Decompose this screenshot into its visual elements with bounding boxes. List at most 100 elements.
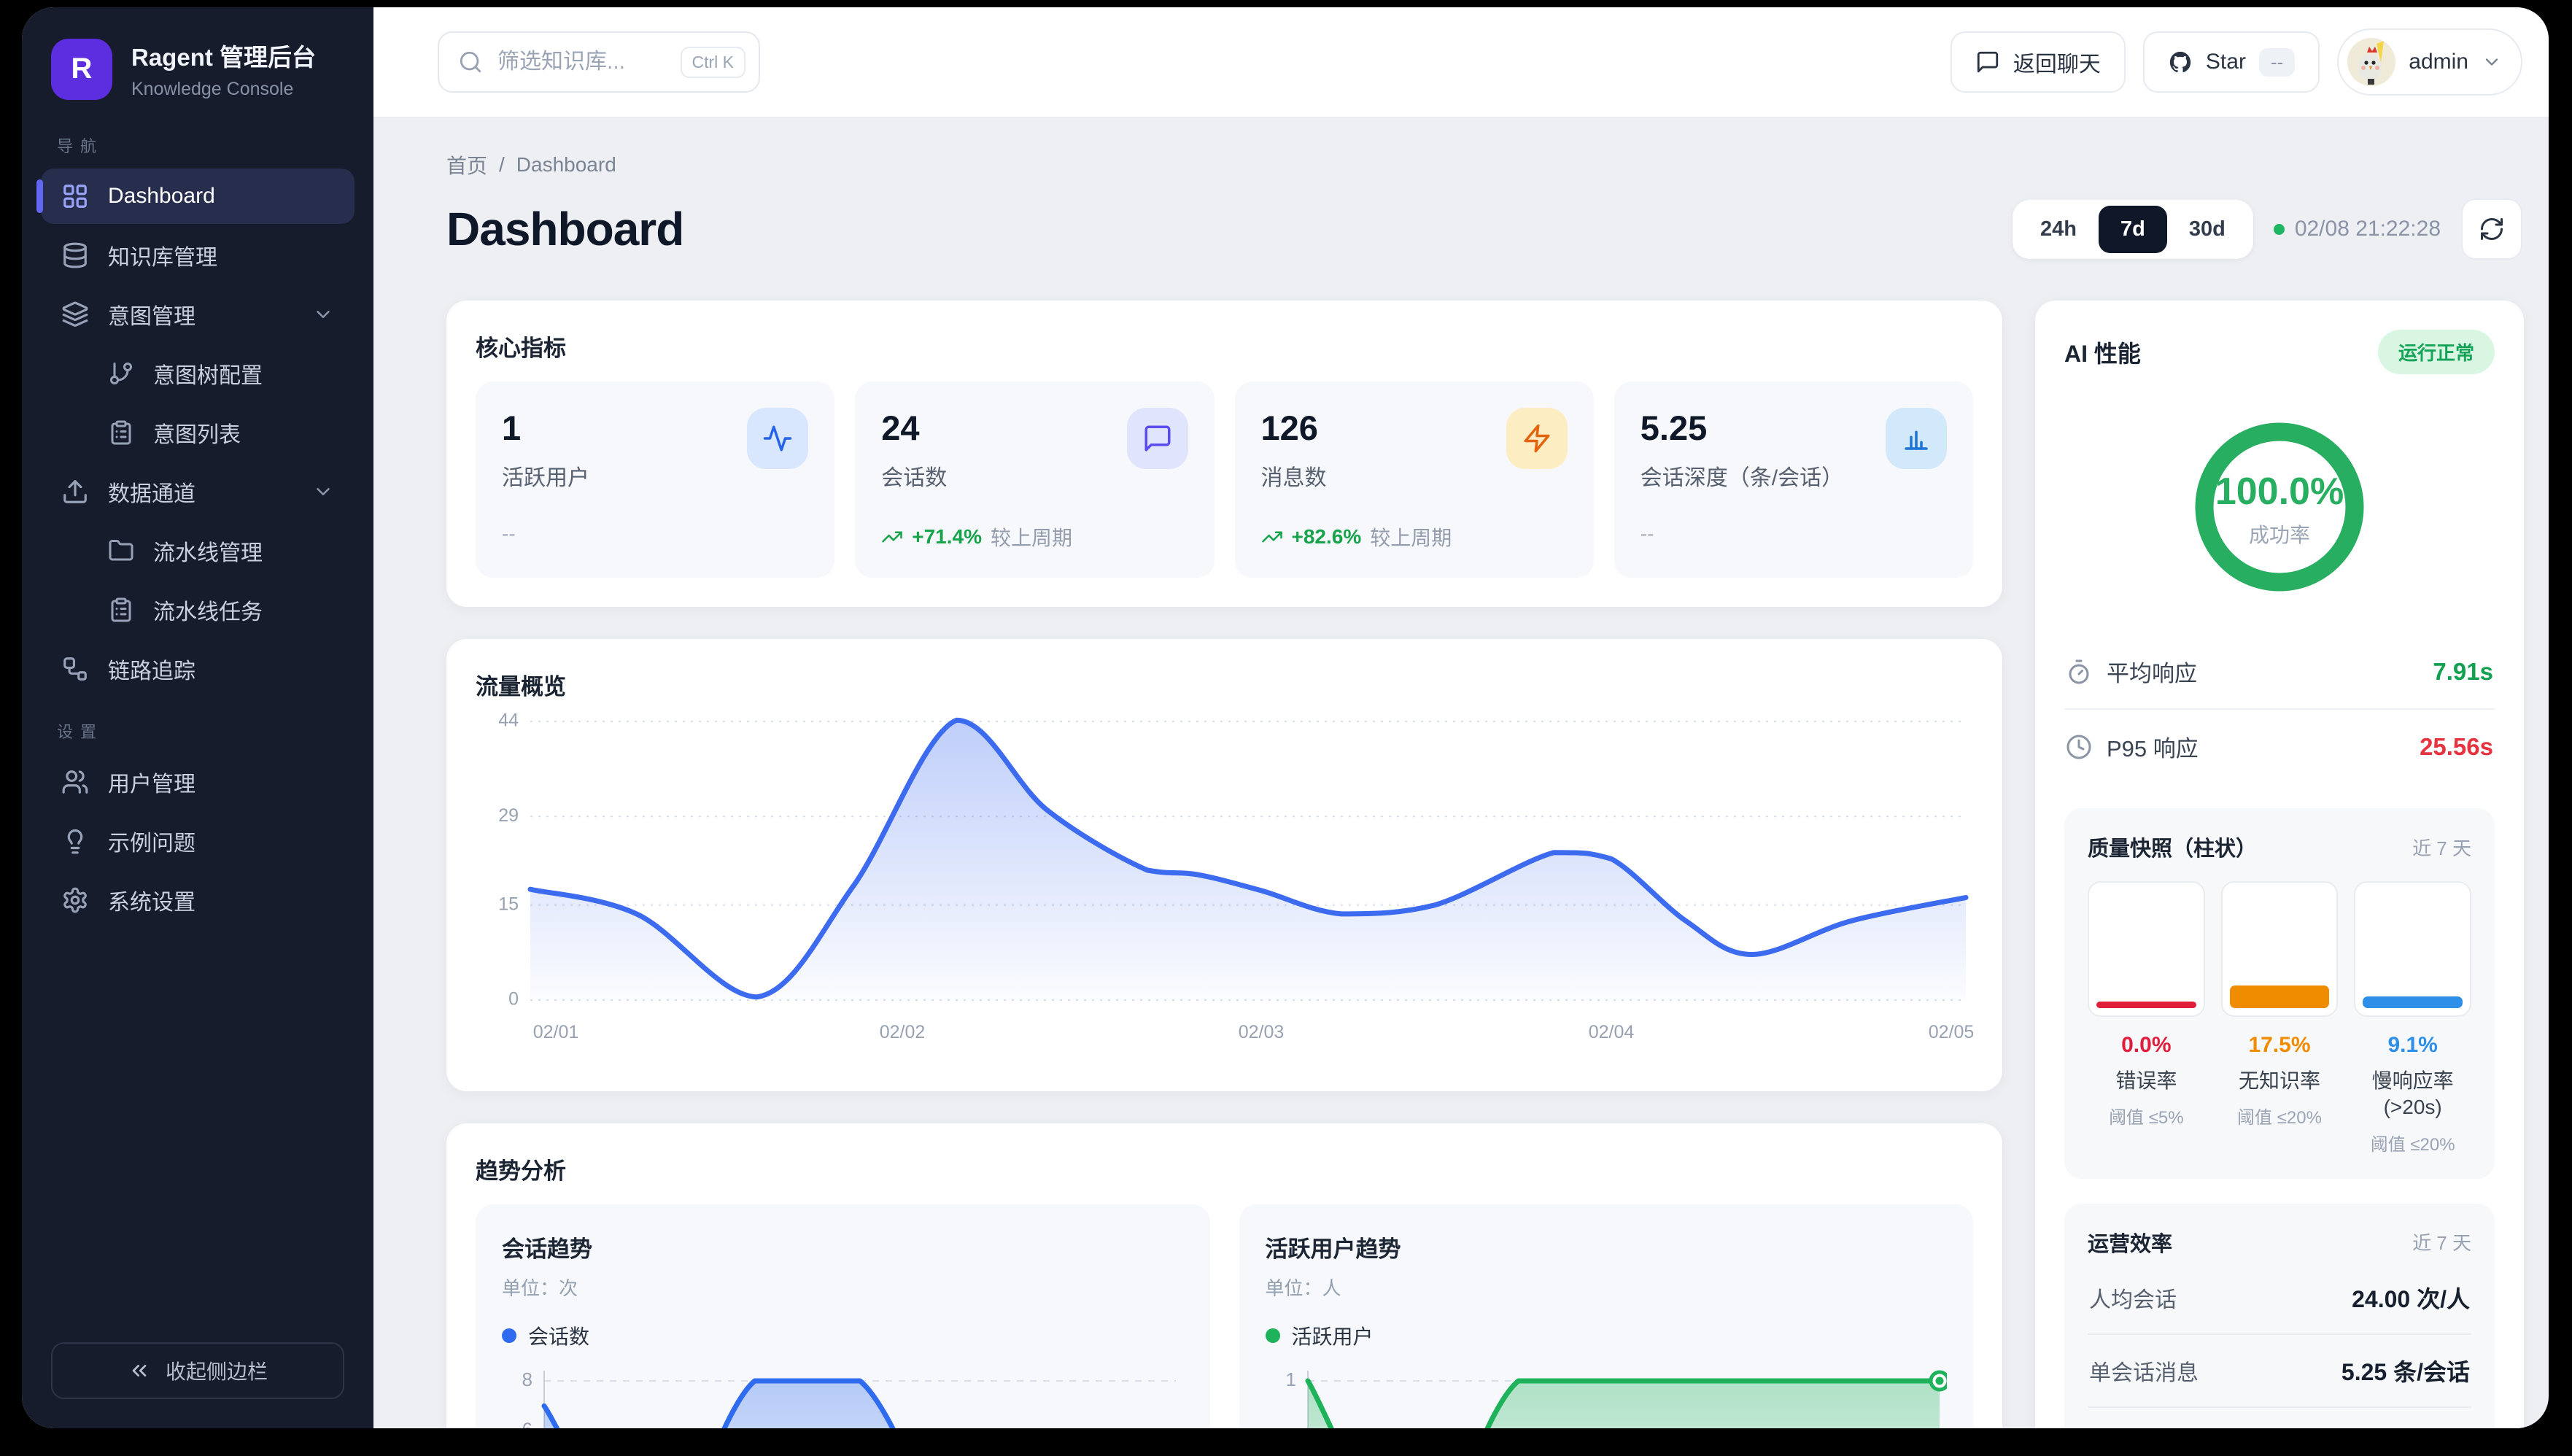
avatar [2347, 38, 2396, 86]
quality-threshold: 阈值 ≤5% [2109, 1108, 2184, 1128]
github-star-button[interactable]: Star -- [2142, 31, 2320, 93]
svg-text:1: 1 [1285, 1368, 1295, 1390]
right-column: AI 性能 运行正常 100.0% 成功率 平均响应 [2035, 301, 2524, 1428]
chevron-down-icon [312, 481, 334, 503]
sidebar-item-intent-list[interactable]: 意图列表 [41, 405, 355, 460]
breadcrumb: 首页 / Dashboard [446, 150, 2522, 179]
sidebar-item-label: 流水线任务 [153, 600, 263, 624]
refresh-button[interactable] [2461, 198, 2522, 260]
clock-icon [2066, 734, 2092, 760]
sidebar-item-system-settings[interactable]: 系统设置 [41, 872, 355, 928]
layers-icon [61, 301, 89, 328]
branch-icon [108, 360, 134, 387]
users-icon [61, 768, 89, 796]
gear-icon [61, 886, 89, 914]
metric-tile: 5.25 会话深度（条/会话） -- [1614, 382, 1973, 578]
svg-text:44: 44 [498, 710, 519, 731]
chat-icon [1126, 408, 1188, 469]
search-input[interactable] [497, 50, 666, 74]
core-metrics-card: 核心指标 1 活跃用户 -- 24 会话数 +71.4% 较上周期 126 消息数 +82.6% 较… [446, 301, 2002, 607]
efficiency-label: 单会话消息 [2089, 1360, 2199, 1385]
breadcrumb-separator: / [499, 153, 505, 176]
quality-bar-column: 17.5% 无知识率阈值 ≤20% [2220, 881, 2339, 1155]
trend-analysis-title: 趋势分析 [476, 1158, 566, 1184]
session-trend-chart: 864 [522, 1368, 1176, 1428]
sidebar-item-intent-management[interactable]: 意图管理 [41, 287, 355, 342]
bulb-icon [61, 827, 89, 855]
svg-text:02/02: 02/02 [880, 1022, 926, 1042]
efficiency-value: 24.00 次/人 [2352, 1285, 2470, 1312]
search-shortcut-badge: Ctrl K [680, 46, 745, 78]
sidebar-item-dashboard[interactable]: Dashboard [41, 169, 355, 224]
collapse-sidebar-button[interactable]: 收起侧边栏 [51, 1342, 344, 1399]
svg-text:02/01: 02/01 [533, 1022, 579, 1042]
metric-label: 会话数 [881, 466, 948, 490]
nav-section-label: 设置 [57, 723, 104, 741]
quality-bar [2363, 996, 2463, 1008]
metric-value: 5.25 [1640, 408, 1708, 447]
sidebar-item-label: Dashboard [108, 184, 215, 208]
svg-text:02/03: 02/03 [1239, 1022, 1285, 1042]
range-button-30d[interactable]: 30d [2167, 206, 2247, 253]
trending-up-icon [881, 526, 903, 548]
search-box[interactable]: Ctrl K [438, 31, 760, 93]
quality-label: 无知识率 [2238, 1069, 2320, 1092]
range-button-7d[interactable]: 7d [2098, 205, 2167, 253]
quality-percent: 17.5% [2248, 1033, 2311, 1057]
page-content: 首页 / Dashboard Dashboard 24h 7d 30d 02/08 … [373, 118, 2549, 1428]
ai-performance-title: AI 性能 [2064, 340, 2141, 367]
efficiency-row: 人均消息126.00 条/人 [2088, 1406, 2471, 1428]
metric-tile: 1 活跃用户 -- [476, 382, 835, 578]
traffic-overview-title: 流量概览 [476, 674, 566, 700]
ai-metric-label: 平均响应 [2107, 661, 2197, 686]
star-count-badge: -- [2258, 47, 2296, 77]
quality-bar-box [2088, 881, 2205, 1017]
legend-dot [502, 1328, 516, 1343]
clipboard-icon [108, 419, 134, 446]
sidebar-item-label: 用户管理 [108, 772, 195, 797]
back-to-chat-button[interactable]: 返回聊天 [1950, 31, 2126, 93]
sidebar-item-intent-tree[interactable]: 意图树配置 [41, 346, 355, 401]
active-users-trend-unit: 单位：人 [1265, 1277, 1341, 1299]
svg-text:02/05: 02/05 [1929, 1022, 1973, 1042]
efficiency-row: 人均会话 24.00 次/人 [2088, 1262, 2471, 1333]
metric-value: 1 [502, 408, 522, 447]
bars-icon [1886, 408, 1947, 469]
breadcrumb-home[interactable]: 首页 [446, 155, 488, 177]
trend-analysis-card: 趋势分析 会话趋势 单位：次 会话数 864 [446, 1123, 2002, 1428]
efficiency-title: 运营效率 [2088, 1232, 2173, 1256]
timer-icon [2066, 659, 2092, 685]
sidebar-item-label: 数据通道 [108, 482, 195, 506]
sidebar-item-knowledge-base[interactable]: 知识库管理 [41, 228, 355, 283]
quality-label: 错误率 [2115, 1069, 2177, 1092]
range-button-24h[interactable]: 24h [2018, 206, 2099, 253]
user-menu[interactable]: admin [2337, 28, 2522, 96]
legend-label: 会话数 [528, 1325, 590, 1348]
chat-icon [1975, 50, 2000, 74]
sidebar-item-sample-questions[interactable]: 示例问题 [41, 813, 355, 869]
back-to-chat-label: 返回聊天 [2013, 53, 2101, 77]
svg-text:29: 29 [498, 805, 519, 826]
svg-text:02/04: 02/04 [1589, 1022, 1635, 1042]
sidebar-item-pipeline-tasks[interactable]: 流水线任务 [41, 582, 355, 638]
quality-threshold: 阈值 ≤20% [2237, 1108, 2322, 1128]
collapse-sidebar-label: 收起侧边栏 [165, 1360, 268, 1383]
time-range-segmented: 24h 7d 30d [2013, 199, 2253, 259]
metric-delta: +82.6% 较上周期 [1261, 522, 1568, 551]
sidebar-item-trace[interactable]: 链路追踪 [41, 641, 355, 697]
sidebar-item-data-pipeline[interactable]: 数据通道 [41, 464, 355, 519]
sidebar-item-user-management[interactable]: 用户管理 [41, 754, 355, 810]
svg-text:15: 15 [498, 894, 519, 914]
brand: R Ragent 管理后台 Knowledge Console [22, 7, 373, 115]
sidebar-item-pipeline-management[interactable]: 流水线管理 [41, 523, 355, 578]
app-window: R Ragent 管理后台 Knowledge Console 导航 Dashbo… [22, 7, 2549, 1428]
ai-metric-value: 25.56s [2420, 732, 2493, 760]
quality-snapshot-card: 质量快照（柱状） 近 7 天 0.0% 错误率 阈值 ≤5% 17.5% 无知识率 阈值 … [2064, 808, 2495, 1179]
database-icon [61, 241, 89, 269]
active-users-trend-legend: 活跃用户 [1265, 1321, 1948, 1350]
sidebar-item-label: 示例问题 [108, 832, 195, 856]
quality-label: 慢响应率 (>20s) [2371, 1069, 2454, 1119]
sidebar-item-label: 流水线管理 [153, 541, 263, 565]
core-metrics-title: 核心指标 [476, 336, 566, 361]
